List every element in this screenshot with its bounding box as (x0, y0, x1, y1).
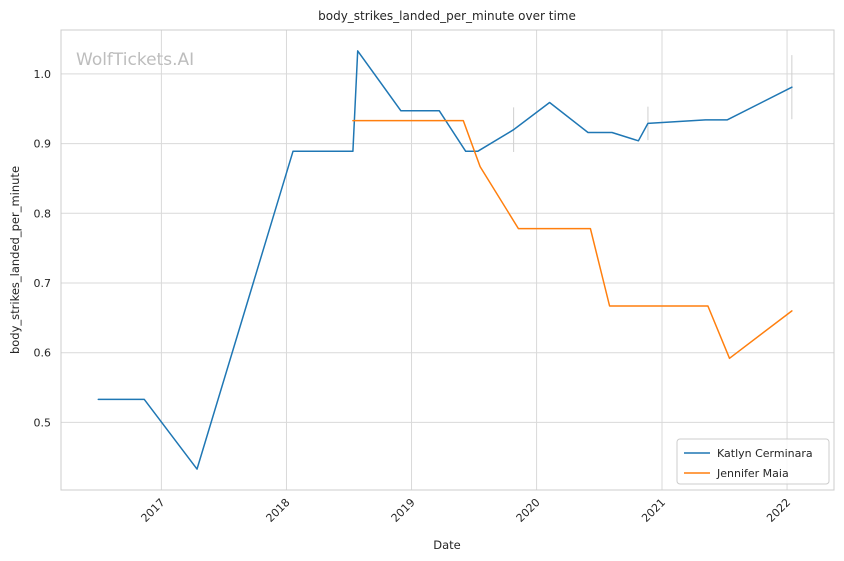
legend-label-jennifer-maia: Jennifer Maia (716, 467, 789, 480)
series-layer (97, 50, 793, 470)
legend: Katlyn Cerminara Jennifer Maia (676, 438, 830, 485)
legend-box (676, 438, 830, 485)
watermark: WolfTickets.AI (76, 50, 194, 70)
chart-title: body_strikes_landed_per_minute over time (318, 9, 576, 23)
x-tick-label: 2020 (514, 496, 543, 525)
x-tick-label: 2019 (389, 496, 418, 525)
y-tick-label: 0.5 (34, 416, 52, 429)
y-tick-labels: 0.5 0.6 0.7 0.8 0.9 1.0 (34, 68, 52, 429)
y-tick-label: 0.9 (34, 138, 52, 151)
plot-background (61, 30, 834, 490)
x-axis-label: Date (433, 538, 461, 552)
grid-lines (61, 30, 834, 490)
legend-label-katlyn-cerminara: Katlyn Cerminara (717, 447, 813, 460)
x-tick-labels: 2017 2018 2019 2020 2021 2022 (139, 496, 794, 525)
x-tick-label: 2017 (139, 496, 168, 525)
x-tick-label: 2022 (764, 496, 793, 525)
series-line-jennifer-maia (352, 119, 793, 360)
x-tick-label: 2021 (639, 496, 668, 525)
series-line-katlyn-cerminara (97, 50, 793, 470)
y-tick-label: 0.8 (34, 207, 52, 220)
y-tick-label: 0.6 (34, 347, 52, 360)
plot-frame (60, 29, 835, 491)
x-tick-label: 2018 (264, 496, 293, 525)
y-tick-label: 0.7 (34, 277, 52, 290)
y-axis-label: body_strikes_landed_per_minute (8, 166, 22, 354)
y-tick-label: 1.0 (34, 68, 52, 81)
